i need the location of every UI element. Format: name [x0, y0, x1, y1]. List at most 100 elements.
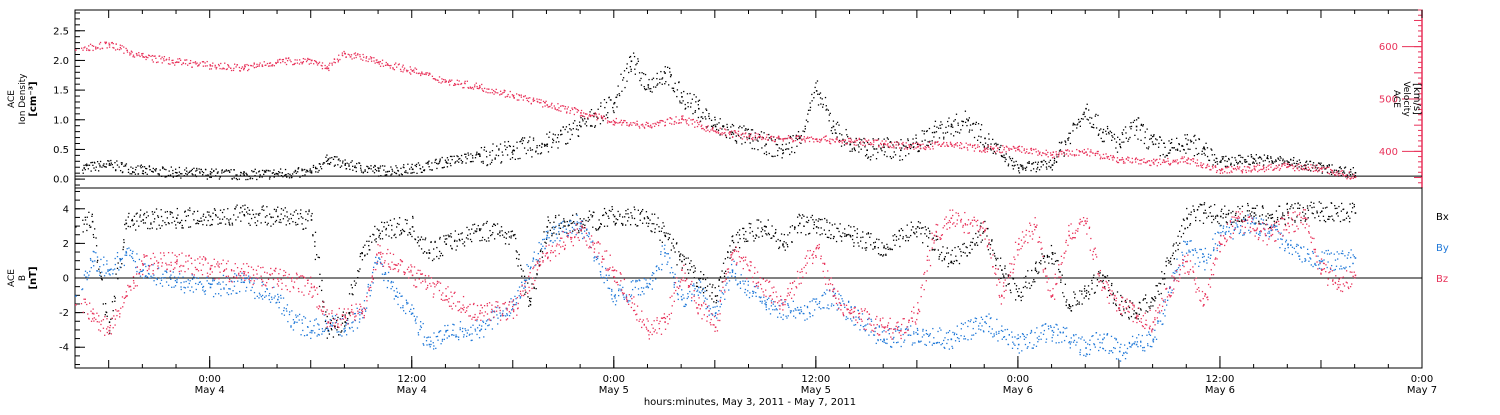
data-texture-density: [492, 143, 493, 144]
data-texture-density: [1117, 137, 1118, 138]
data-texture-density: [962, 125, 963, 126]
data-texture-bx: [247, 207, 248, 208]
data-texture-bx: [1014, 283, 1015, 284]
data-texture-density: [278, 175, 279, 176]
data-texture-velocity: [969, 145, 970, 146]
data-texture-velocity: [1306, 169, 1307, 170]
data-texture-density: [137, 165, 138, 166]
data-texture-bx: [161, 216, 162, 217]
data-texture-bx: [640, 212, 641, 213]
data-texture-density: [304, 174, 305, 175]
data-texture-density: [322, 164, 323, 165]
data-texture-velocity: [458, 84, 459, 85]
data-texture-density: [191, 170, 192, 171]
data-texture-density: [771, 138, 772, 139]
data-texture-bx: [405, 219, 406, 220]
data-texture-density: [192, 174, 193, 175]
data-texture-bx: [1262, 214, 1263, 215]
data-texture-density: [125, 165, 126, 166]
data-texture-bx: [172, 217, 173, 218]
data-texture-density: [713, 125, 714, 126]
data-texture-density: [991, 149, 992, 150]
data-texture-velocity: [1317, 171, 1318, 172]
data-texture-velocity: [972, 145, 973, 146]
data-texture-density: [586, 125, 587, 126]
data-texture-by: [110, 274, 111, 275]
data-texture-density: [950, 133, 951, 134]
data-texture-velocity: [651, 126, 652, 127]
data-texture-density: [1129, 126, 1130, 127]
data-texture-velocity: [582, 115, 583, 116]
data-texture-bx: [1084, 288, 1085, 289]
data-texture-bx: [876, 239, 877, 240]
data-texture-bx: [883, 254, 884, 255]
data-texture-bx: [1302, 212, 1303, 213]
data-texture-bx: [329, 333, 330, 334]
data-texture-density: [1179, 144, 1180, 145]
data-texture-density: [1231, 157, 1232, 158]
data-texture-velocity: [131, 52, 132, 53]
data-texture-bx: [280, 222, 281, 223]
data-texture-velocity: [932, 148, 933, 149]
data-texture-density: [916, 138, 917, 139]
data-texture-bx: [1228, 210, 1229, 211]
data-texture-density: [822, 98, 823, 99]
data-texture-bx: [1004, 268, 1005, 269]
data-texture-velocity: [1308, 167, 1309, 168]
data-texture-density: [1220, 160, 1221, 161]
data-texture-density: [649, 88, 650, 89]
data-texture-bx: [920, 222, 921, 223]
data-texture-bx: [1160, 283, 1161, 284]
data-texture-velocity: [1008, 148, 1009, 149]
data-texture-bx: [126, 228, 127, 229]
data-texture-density: [1250, 164, 1251, 165]
data-texture-density: [582, 119, 583, 120]
data-texture-bx: [685, 258, 686, 259]
data-texture-velocity: [203, 61, 204, 62]
data-texture-bx: [154, 212, 155, 213]
data-texture-density: [451, 156, 452, 157]
data-texture-density: [968, 119, 969, 120]
data-texture-density: [1256, 154, 1257, 155]
data-texture-density: [927, 141, 928, 142]
data-texture-bx: [814, 222, 815, 223]
data-texture-velocity: [1262, 169, 1263, 170]
data-texture-density: [1052, 169, 1053, 170]
data-texture-velocity: [100, 42, 101, 43]
data-texture-bx: [572, 215, 573, 216]
data-texture-velocity: [441, 78, 442, 79]
data-texture-density: [1320, 163, 1321, 164]
data-texture-bx: [351, 284, 352, 285]
data-texture-density: [131, 173, 132, 174]
data-texture-bx: [212, 219, 213, 220]
data-texture-density: [1350, 171, 1351, 172]
data-texture-density: [179, 167, 180, 168]
data-texture-density: [140, 167, 141, 168]
data-texture-bx: [1084, 285, 1085, 286]
data-texture-bx: [1251, 215, 1252, 216]
data-texture-density: [436, 168, 437, 169]
data-texture-bx: [743, 234, 744, 235]
data-texture-velocity: [157, 61, 158, 62]
data-texture-velocity: [1237, 167, 1238, 168]
data-texture-bx: [488, 237, 489, 238]
data-point-velocity: [580, 112, 582, 114]
data-texture-density: [864, 146, 865, 147]
data-texture-bx: [902, 238, 903, 239]
data-texture-velocity: [1331, 172, 1332, 173]
data-texture-velocity: [667, 119, 668, 120]
data-texture-density: [199, 172, 200, 173]
data-texture-bx: [431, 241, 432, 242]
data-texture-velocity: [957, 145, 958, 146]
data-point-by: [698, 287, 700, 289]
data-texture-velocity: [366, 56, 367, 57]
data-texture-by: [97, 270, 98, 271]
data-texture-bx: [775, 229, 776, 230]
data-texture-density: [262, 170, 263, 171]
data-texture-density: [269, 178, 270, 179]
data-texture-velocity: [1104, 158, 1105, 159]
data-texture-velocity: [895, 144, 896, 145]
data-texture-velocity: [276, 63, 277, 64]
data-texture-velocity: [262, 66, 263, 67]
data-texture-bx: [266, 206, 267, 207]
